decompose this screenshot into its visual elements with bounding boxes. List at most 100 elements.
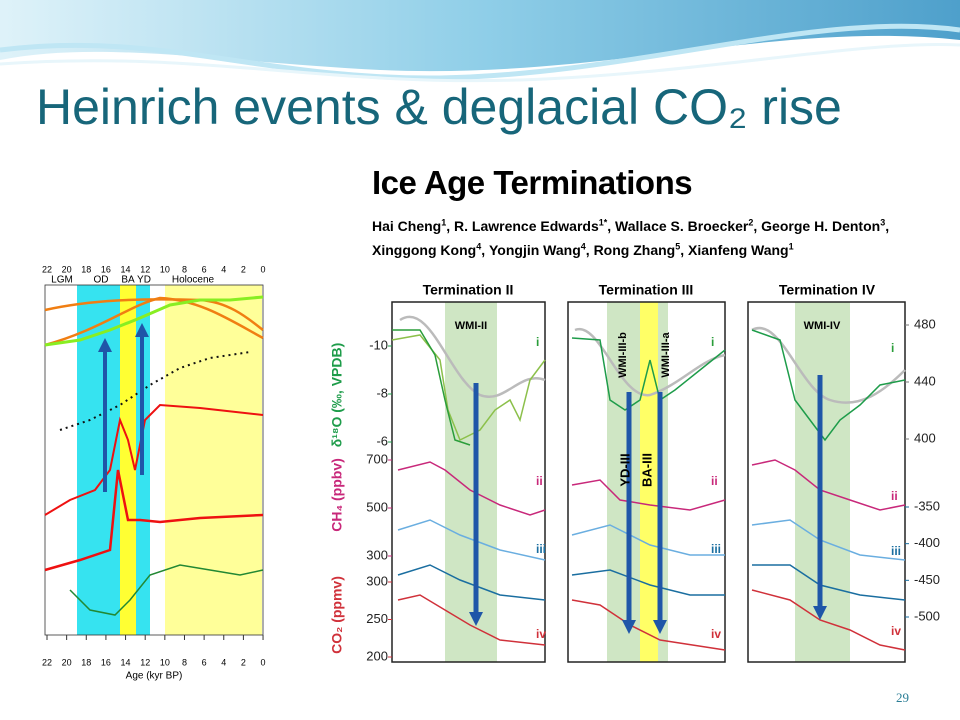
age-tick-label: 2 (241, 657, 246, 667)
slide-title: Heinrich events & deglacial CO₂ rise (36, 79, 842, 135)
author-affiliation: 3 (880, 217, 886, 227)
period-label: OD (94, 275, 109, 286)
header-wave-line (0, 43, 960, 83)
curve-label: ii (711, 474, 718, 488)
author-affiliation: 2 (748, 217, 754, 227)
curve-label: i (536, 335, 539, 349)
age-tick-label: 10 (160, 657, 170, 667)
author-affiliation: 1 (441, 217, 447, 227)
author-name: Hai Cheng (372, 217, 442, 234)
y-tick-label: -6 (376, 433, 388, 448)
right-figure (325, 270, 945, 665)
age-tick-label: 2 (241, 264, 246, 274)
y-tick-label: 500 (366, 499, 388, 514)
age-tick-label: 22 (42, 264, 52, 274)
y-tick-label: 440 (914, 373, 936, 388)
header-wave (0, 0, 960, 72)
author-affiliation: 1* (598, 217, 608, 227)
age-tick-label: 12 (140, 657, 150, 667)
header-wave-line (0, 23, 960, 81)
left-figure (12, 258, 290, 670)
band-label: BA-III (639, 453, 654, 487)
panel-title: Termination III (599, 282, 694, 298)
curve-label: iv (711, 627, 721, 641)
author-name: Xianfeng Wang (688, 242, 789, 259)
author-name: Yongjin Wang (489, 242, 581, 259)
age-tick-label: 4 (221, 657, 226, 667)
curve-label: iii (711, 542, 721, 556)
author: Wallace S. Broecker2 (615, 217, 761, 234)
y-tick-label: -8 (376, 385, 388, 400)
period-label: Holocene (172, 275, 215, 286)
age-tick-label: 20 (62, 657, 72, 667)
period-label: BA (121, 275, 135, 286)
curve-label: ii (891, 489, 898, 503)
axis-label: CO₂ (ppmv) (329, 576, 345, 654)
y-tick-label: 200 (366, 648, 388, 663)
curve-label: iii (891, 544, 901, 558)
age-tick-label: 18 (81, 264, 91, 274)
curve-label: iv (891, 624, 901, 638)
age-tick-label: 8 (182, 657, 187, 667)
curve-label: i (711, 335, 714, 349)
band-label: WMI-II (455, 320, 487, 332)
y-tick-label: 300 (366, 573, 388, 588)
age-tick-label: 22 (42, 657, 52, 667)
y-tick-label: 700 (366, 451, 388, 466)
age-tick-label: 6 (202, 657, 207, 667)
y-tick-label: 480 (914, 316, 936, 331)
paper-title: Ice Age Terminations (372, 164, 693, 201)
y-tick-label: 400 (914, 430, 936, 445)
period-label: LGM (51, 275, 73, 286)
axis-label: CH₄ (ppbv) (329, 458, 345, 532)
x-axis-label: Age (kyr BP) (126, 671, 183, 682)
curve-label: i (891, 341, 894, 355)
author-name: George H. Denton (761, 217, 881, 234)
author-name: Rong Zhang (593, 242, 676, 259)
axis-label: δ¹⁸O (‰, VPDB) (329, 343, 345, 448)
band-label: WMI-IV (804, 320, 841, 332)
age-tick-label: 14 (121, 264, 131, 274)
age-tick-label: 14 (121, 657, 131, 667)
age-tick-label: 20 (62, 264, 72, 274)
author-name: Wallace S. Broecker (615, 217, 749, 234)
period-label: YD (137, 275, 151, 286)
curve-label: ii (536, 474, 543, 488)
age-tick-label: 8 (182, 264, 187, 274)
age-tick-label: 0 (261, 264, 266, 274)
author-affiliation: 4 (580, 241, 586, 252)
author-affiliation: 1 (788, 241, 794, 252)
y-tick-label: -450 (914, 572, 940, 587)
age-tick-label: 18 (81, 657, 91, 667)
author: Hai Cheng1 (372, 217, 454, 234)
y-tick-label: 250 (366, 611, 388, 626)
curve-label: iv (536, 627, 546, 641)
author-affiliation: 5 (675, 241, 681, 252)
age-tick-label: 16 (101, 657, 111, 667)
age-tick-label: 10 (160, 264, 170, 274)
page-number: 29 (896, 690, 909, 705)
y-tick-label: -400 (914, 535, 940, 550)
y-tick-label: -500 (914, 608, 940, 623)
author: Xinggong Kong4 (372, 241, 489, 259)
author-affiliation: 4 (476, 241, 482, 252)
curve-label: iii (536, 542, 546, 556)
y-tick-label: -10 (369, 337, 388, 352)
age-tick-label: 0 (261, 657, 266, 667)
age-tick-label: 12 (140, 264, 150, 274)
author: Xianfeng Wang1 (688, 241, 794, 259)
author-name: R. Lawrence Edwards (454, 217, 599, 234)
panel-title: Termination II (423, 282, 514, 298)
panel-title: Termination IV (779, 282, 876, 298)
age-tick-label: 16 (101, 264, 111, 274)
age-tick-label: 4 (221, 264, 226, 274)
band-label: YD-III (617, 453, 632, 486)
band-label: WMI-III-a (660, 332, 672, 378)
age-tick-label: 6 (202, 264, 207, 274)
author-list: Hai Cheng1R. Lawrence Edwards1*Wallace S… (372, 212, 897, 261)
author: Yongjin Wang4 (489, 241, 594, 259)
band-label: WMI-III-b (617, 332, 629, 378)
author: George H. Denton3 (761, 217, 889, 234)
